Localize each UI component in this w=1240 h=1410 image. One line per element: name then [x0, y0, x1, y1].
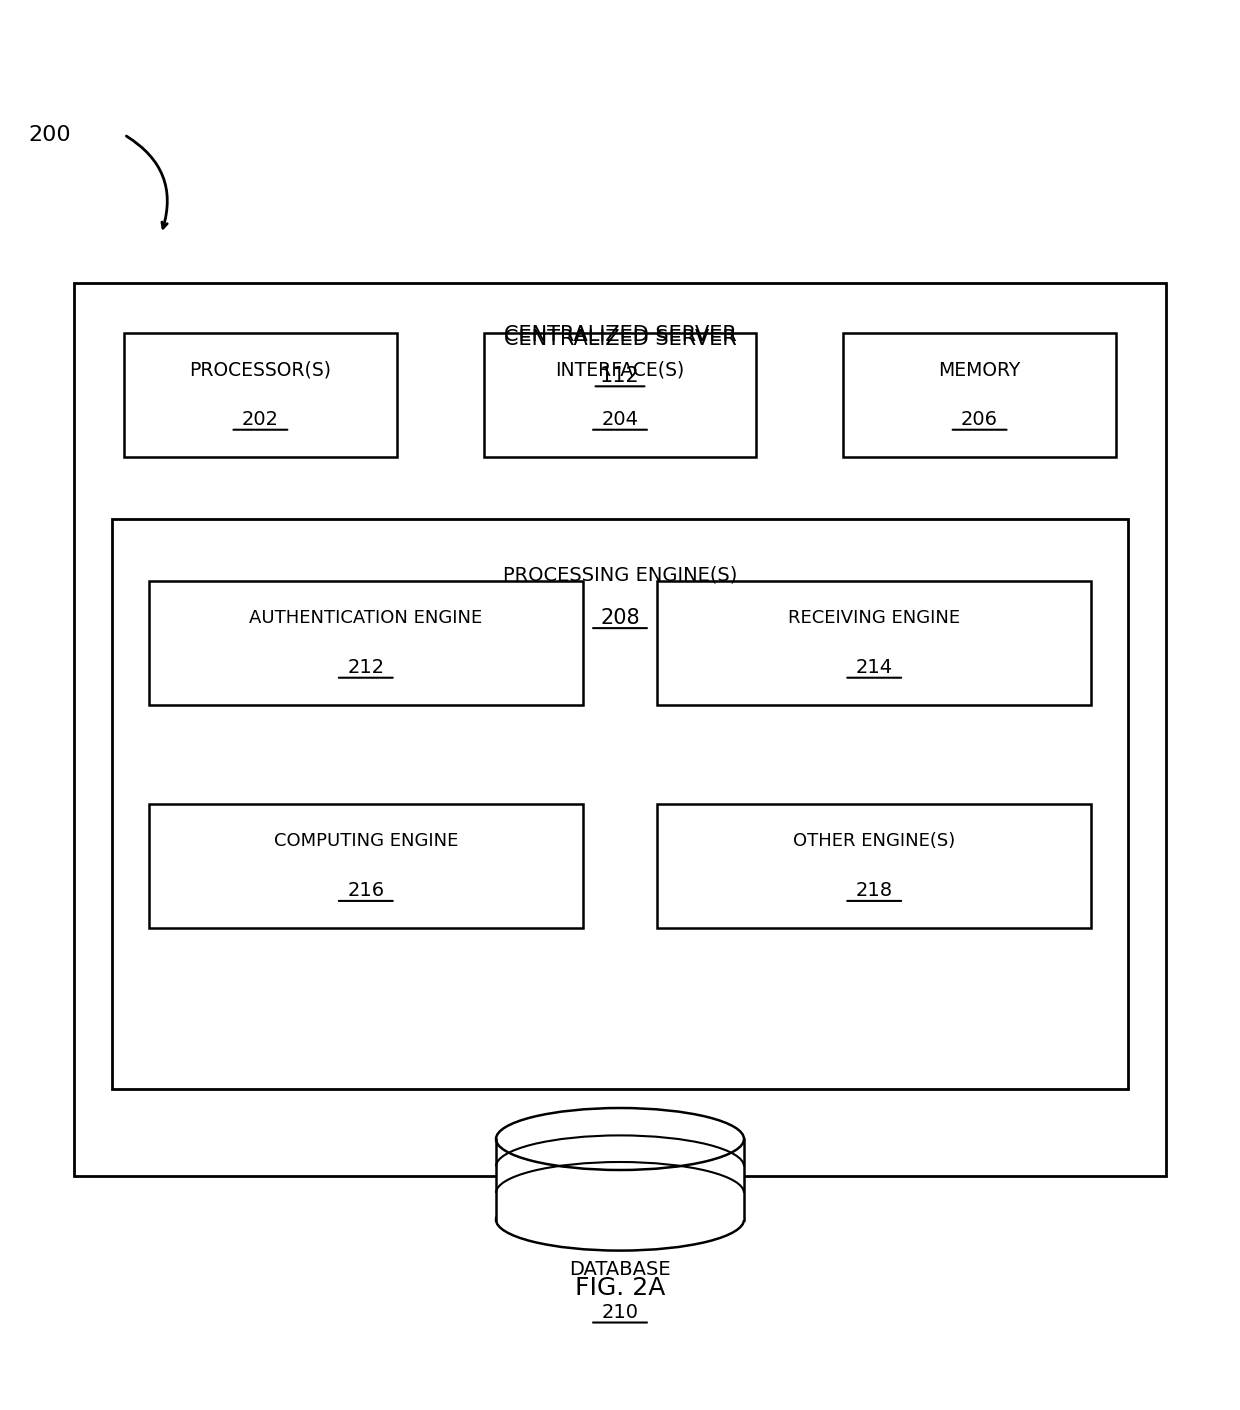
Text: MEMORY: MEMORY — [939, 361, 1021, 379]
Text: 112: 112 — [600, 367, 640, 386]
Bar — [149, 804, 583, 928]
Bar — [74, 283, 1166, 1176]
Text: CENTRALIZED SERVER: CENTRALIZED SERVER — [503, 326, 737, 345]
Text: INTERFACE(S): INTERFACE(S) — [556, 361, 684, 379]
Text: 210: 210 — [601, 1303, 639, 1323]
Bar — [124, 333, 397, 457]
Text: 218: 218 — [856, 881, 893, 901]
Text: PROCESSING ENGINE(S): PROCESSING ENGINE(S) — [502, 565, 738, 584]
Text: 200: 200 — [29, 124, 71, 145]
Bar — [484, 333, 756, 457]
Bar — [843, 333, 1116, 457]
Ellipse shape — [496, 1108, 744, 1170]
Text: 204: 204 — [601, 410, 639, 429]
Text: OTHER ENGINE(S): OTHER ENGINE(S) — [794, 832, 955, 850]
Text: DATABASE: DATABASE — [569, 1259, 671, 1279]
Text: PROCESSOR(S): PROCESSOR(S) — [190, 361, 331, 379]
Text: 206: 206 — [961, 410, 998, 429]
Text: CENTRALIZED SERVER: CENTRALIZED SERVER — [503, 329, 737, 350]
Text: COMPUTING ENGINE: COMPUTING ENGINE — [274, 832, 458, 850]
Bar — [657, 804, 1091, 928]
Text: 214: 214 — [856, 658, 893, 677]
Text: FIG. 2A: FIG. 2A — [575, 1276, 665, 1300]
Bar — [496, 1139, 744, 1220]
Text: AUTHENTICATION ENGINE: AUTHENTICATION ENGINE — [249, 609, 482, 627]
Bar — [112, 519, 1128, 1090]
Text: 216: 216 — [347, 881, 384, 901]
Bar — [657, 581, 1091, 705]
Text: RECEIVING ENGINE: RECEIVING ENGINE — [789, 609, 960, 627]
Bar — [149, 581, 583, 705]
Text: 212: 212 — [347, 658, 384, 677]
Text: 202: 202 — [242, 410, 279, 429]
Text: 208: 208 — [600, 608, 640, 629]
Ellipse shape — [496, 1189, 744, 1251]
